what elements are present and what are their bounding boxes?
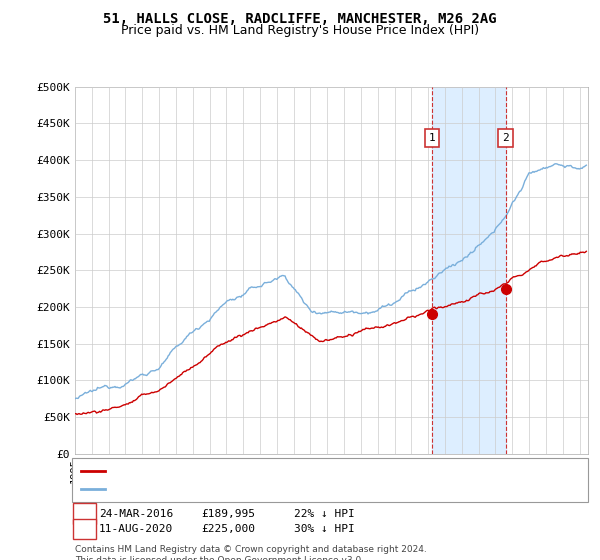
Text: Contains HM Land Registry data © Crown copyright and database right 2024.
This d: Contains HM Land Registry data © Crown c…	[75, 545, 427, 560]
Text: 51, HALLS CLOSE, RADCLIFFE, MANCHESTER, M26 2AG (detached house): 51, HALLS CLOSE, RADCLIFFE, MANCHESTER, …	[109, 466, 509, 477]
Text: 1: 1	[81, 508, 88, 519]
Text: 51, HALLS CLOSE, RADCLIFFE, MANCHESTER, M26 2AG: 51, HALLS CLOSE, RADCLIFFE, MANCHESTER, …	[103, 12, 497, 26]
Text: 30% ↓ HPI: 30% ↓ HPI	[294, 524, 355, 534]
Text: 2: 2	[81, 524, 88, 534]
Text: £189,995: £189,995	[201, 508, 255, 519]
Text: Price paid vs. HM Land Registry's House Price Index (HPI): Price paid vs. HM Land Registry's House …	[121, 24, 479, 37]
Text: 2: 2	[502, 133, 509, 143]
Bar	[432, 87, 506, 454]
Text: 11-AUG-2020: 11-AUG-2020	[99, 524, 173, 534]
Text: 24-MAR-2016: 24-MAR-2016	[99, 508, 173, 519]
Text: HPI: Average price, detached house, Bury: HPI: Average price, detached house, Bury	[109, 483, 359, 493]
Text: £225,000: £225,000	[201, 524, 255, 534]
Text: 1: 1	[428, 133, 435, 143]
Text: 22% ↓ HPI: 22% ↓ HPI	[294, 508, 355, 519]
